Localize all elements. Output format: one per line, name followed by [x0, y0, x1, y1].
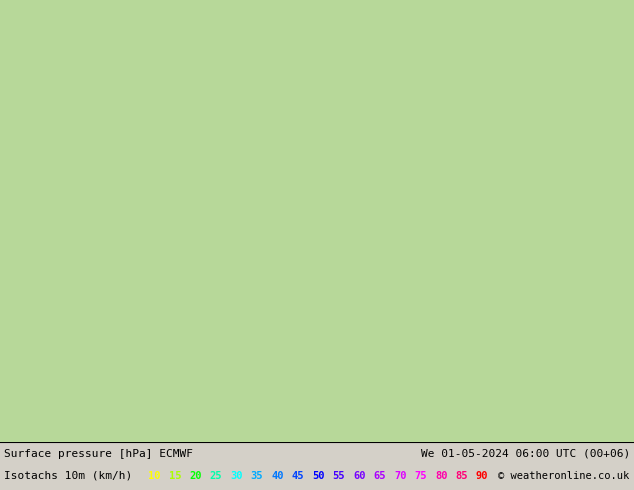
Text: 30: 30	[230, 471, 242, 481]
Text: 85: 85	[455, 471, 468, 481]
Text: Surface pressure [hPa] ECMWF: Surface pressure [hPa] ECMWF	[4, 449, 193, 459]
Text: 90: 90	[476, 471, 489, 481]
Text: 40: 40	[271, 471, 283, 481]
Text: 20: 20	[189, 471, 202, 481]
Text: 70: 70	[394, 471, 406, 481]
Text: 65: 65	[373, 471, 386, 481]
Text: 10: 10	[148, 471, 160, 481]
Text: 25: 25	[209, 471, 222, 481]
Text: 50: 50	[312, 471, 325, 481]
Text: 60: 60	[353, 471, 365, 481]
Text: We 01-05-2024 06:00 UTC (00+06): We 01-05-2024 06:00 UTC (00+06)	[421, 449, 630, 459]
Text: Isotachs 10m (km/h): Isotachs 10m (km/h)	[4, 471, 133, 481]
Text: 15: 15	[169, 471, 181, 481]
Text: 75: 75	[415, 471, 427, 481]
Text: 45: 45	[292, 471, 304, 481]
Text: 55: 55	[332, 471, 345, 481]
Text: 35: 35	[250, 471, 263, 481]
Text: 80: 80	[435, 471, 448, 481]
Text: © weatheronline.co.uk: © weatheronline.co.uk	[498, 471, 629, 481]
